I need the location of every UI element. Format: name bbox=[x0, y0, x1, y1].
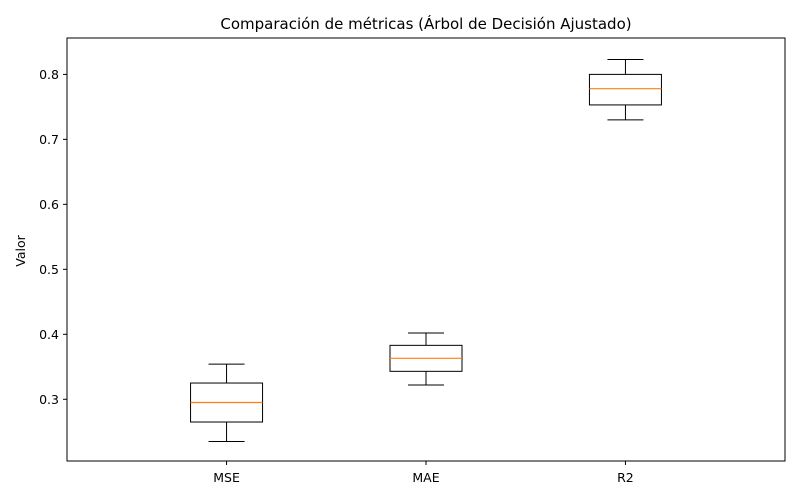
box-r2 bbox=[588, 73, 662, 106]
y-tick-label: 0.7 bbox=[39, 132, 59, 147]
y-tick-label: 0.3 bbox=[39, 392, 59, 407]
y-tick-label: 0.6 bbox=[39, 197, 59, 212]
x-tick-label: MSE bbox=[213, 470, 240, 485]
y-tick-label: 0.8 bbox=[39, 67, 59, 82]
x-tick-label: R2 bbox=[617, 470, 634, 485]
y-tick-label: 0.4 bbox=[39, 327, 59, 342]
chart-title: Comparación de métricas (Árbol de Decisi… bbox=[220, 14, 631, 33]
y-tick-label: 0.5 bbox=[39, 262, 59, 277]
y-axis-label: Valor bbox=[13, 234, 28, 266]
plot-area: 0.3 0.4 0.5 0.6 0.7 0.8 MSE MAE R2 bbox=[39, 58, 662, 485]
axes-frame bbox=[66, 37, 786, 462]
x-tick-label: MAE bbox=[412, 470, 439, 485]
